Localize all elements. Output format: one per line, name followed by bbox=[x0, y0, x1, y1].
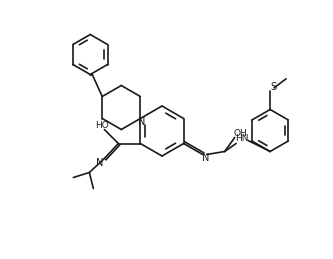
Text: N: N bbox=[138, 117, 145, 126]
Text: OH: OH bbox=[234, 129, 247, 138]
Text: N: N bbox=[202, 153, 209, 162]
Text: HN: HN bbox=[235, 134, 249, 143]
Text: S: S bbox=[270, 82, 276, 92]
Text: N: N bbox=[96, 157, 103, 168]
Text: HO: HO bbox=[95, 121, 109, 130]
